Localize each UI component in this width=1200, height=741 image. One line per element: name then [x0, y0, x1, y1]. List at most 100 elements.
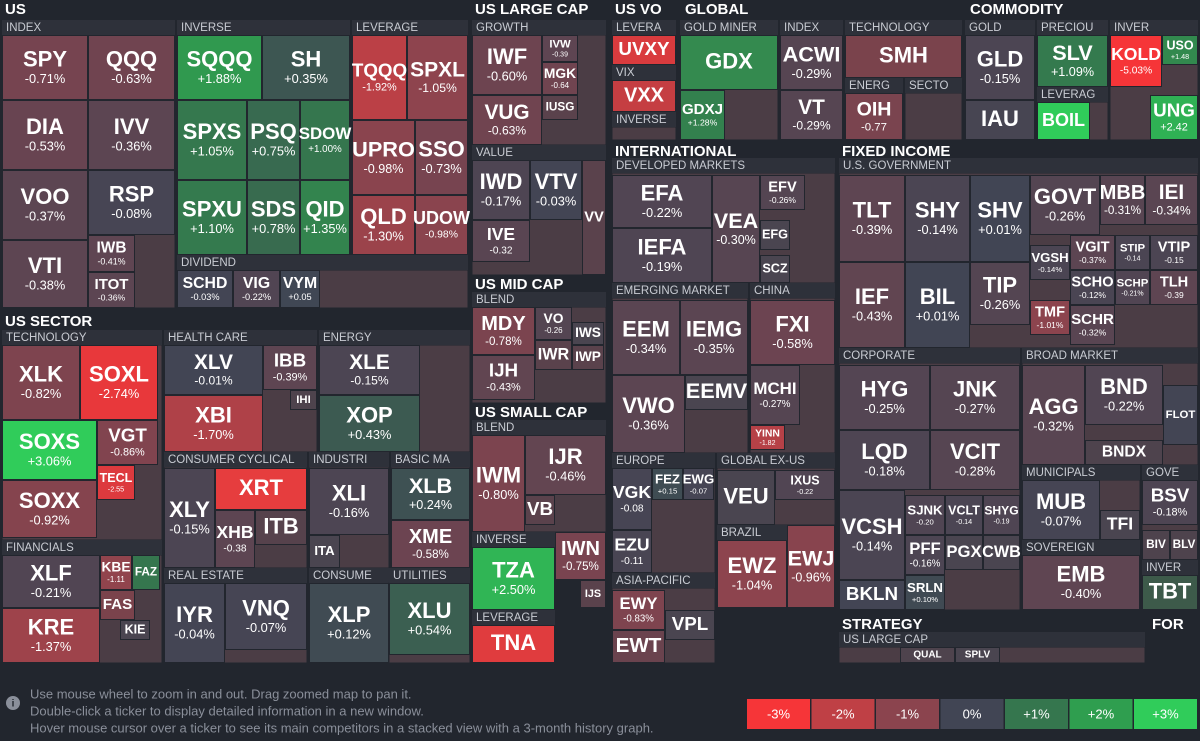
ticker-tile[interactable] [1142, 480, 1198, 525]
ticker-tile[interactable] [839, 430, 930, 490]
ticker-tile[interactable] [750, 425, 785, 450]
ticker-tile[interactable] [472, 95, 542, 145]
ticker-tile[interactable] [612, 175, 712, 228]
ticker-tile[interactable] [177, 100, 247, 180]
ticker-tile[interactable] [1145, 175, 1198, 225]
ticker-tile[interactable] [930, 365, 1020, 430]
ticker-tile[interactable] [309, 583, 389, 663]
ticker-tile[interactable] [612, 590, 665, 630]
ticker-tile[interactable] [80, 345, 158, 420]
ticker-tile[interactable] [247, 100, 300, 180]
ticker-tile[interactable] [164, 468, 215, 568]
ticker-tile[interactable] [177, 35, 262, 100]
ticker-tile[interactable] [389, 583, 470, 655]
ticker-tile[interactable] [1070, 235, 1115, 270]
ticker-tile[interactable] [1170, 530, 1198, 560]
ticker-tile[interactable] [1037, 102, 1090, 140]
ticker-tile[interactable] [572, 345, 604, 370]
ticker-tile[interactable] [680, 90, 725, 140]
ticker-tile[interactable] [2, 480, 97, 538]
ticker-tile[interactable] [525, 435, 606, 495]
ticker-tile[interactable] [905, 262, 970, 348]
ticker-tile[interactable] [525, 495, 555, 525]
ticker-tile[interactable] [680, 300, 748, 375]
ticker-tile[interactable] [750, 365, 800, 425]
ticker-tile[interactable] [983, 495, 1020, 535]
ticker-tile[interactable] [717, 470, 775, 525]
ticker-tile[interactable] [572, 322, 604, 345]
ticker-tile[interactable] [472, 547, 555, 610]
ticker-tile[interactable] [760, 175, 805, 210]
ticker-tile[interactable] [1022, 480, 1100, 540]
ticker-tile[interactable] [472, 355, 535, 400]
ticker-tile[interactable] [1115, 270, 1150, 305]
ticker-tile[interactable] [612, 228, 712, 283]
ticker-tile[interactable] [1070, 305, 1115, 345]
ticker-tile[interactable] [612, 80, 676, 112]
ticker-tile[interactable] [164, 583, 225, 663]
ticker-tile[interactable] [309, 468, 389, 535]
ticker-tile[interactable] [839, 365, 930, 430]
ticker-tile[interactable] [845, 35, 962, 78]
ticker-tile[interactable] [88, 100, 175, 170]
ticker-tile[interactable] [215, 510, 255, 568]
ticker-tile[interactable] [352, 120, 415, 195]
ticker-tile[interactable] [530, 160, 582, 220]
ticker-tile[interactable] [845, 93, 903, 140]
ticker-tile[interactable] [215, 468, 307, 510]
ticker-tile[interactable] [965, 35, 1035, 100]
ticker-tile[interactable] [319, 395, 420, 452]
ticker-tile[interactable] [472, 625, 555, 663]
ticker-tile[interactable] [100, 590, 135, 620]
ticker-tile[interactable] [612, 468, 652, 530]
ticker-tile[interactable] [1150, 270, 1198, 305]
ticker-tile[interactable] [905, 495, 945, 535]
ticker-tile[interactable] [930, 430, 1020, 490]
ticker-tile[interactable] [300, 180, 350, 255]
ticker-tile[interactable] [1163, 385, 1198, 445]
ticker-tile[interactable] [945, 535, 983, 570]
ticker-tile[interactable] [1150, 95, 1198, 140]
ticker-tile[interactable] [775, 470, 835, 500]
ticker-tile[interactable] [290, 390, 317, 410]
ticker-tile[interactable] [233, 270, 280, 308]
ticker-tile[interactable] [839, 175, 905, 262]
ticker-tile[interactable] [100, 555, 132, 590]
ticker-tile[interactable] [945, 495, 983, 535]
ticker-tile[interactable] [2, 100, 88, 170]
ticker-tile[interactable] [2, 170, 88, 240]
ticker-tile[interactable] [839, 262, 905, 348]
ticker-tile[interactable] [685, 375, 748, 410]
ticker-tile[interactable] [905, 535, 945, 575]
ticker-tile[interactable] [309, 535, 340, 568]
ticker-tile[interactable] [120, 620, 150, 640]
ticker-tile[interactable] [1070, 270, 1115, 305]
ticker-tile[interactable] [472, 435, 525, 532]
ticker-tile[interactable] [955, 647, 1000, 663]
ticker-tile[interactable] [472, 35, 542, 95]
ticker-tile[interactable] [983, 535, 1020, 570]
ticker-tile[interactable] [1100, 510, 1140, 540]
ticker-tile[interactable] [612, 375, 685, 453]
ticker-tile[interactable] [352, 35, 407, 120]
ticker-tile[interactable] [1115, 235, 1150, 270]
ticker-tile[interactable] [665, 610, 715, 640]
ticker-tile[interactable] [88, 35, 175, 100]
ticker-tile[interactable] [780, 90, 843, 140]
ticker-tile[interactable] [970, 262, 1030, 325]
ticker-tile[interactable] [1100, 175, 1145, 225]
ticker-tile[interactable] [2, 240, 88, 308]
ticker-tile[interactable] [680, 35, 778, 90]
ticker-tile[interactable] [2, 35, 88, 100]
ticker-tile[interactable] [652, 468, 683, 500]
ticker-tile[interactable] [582, 160, 606, 275]
ticker-tile[interactable] [750, 300, 835, 365]
ticker-tile[interactable] [712, 175, 760, 283]
ticker-tile[interactable] [262, 35, 350, 100]
ticker-tile[interactable] [177, 270, 233, 308]
ticker-tile[interactable] [683, 468, 714, 500]
ticker-tile[interactable] [839, 490, 905, 580]
ticker-tile[interactable] [88, 272, 135, 308]
ticker-tile[interactable] [2, 555, 100, 608]
ticker-tile[interactable] [580, 580, 606, 608]
